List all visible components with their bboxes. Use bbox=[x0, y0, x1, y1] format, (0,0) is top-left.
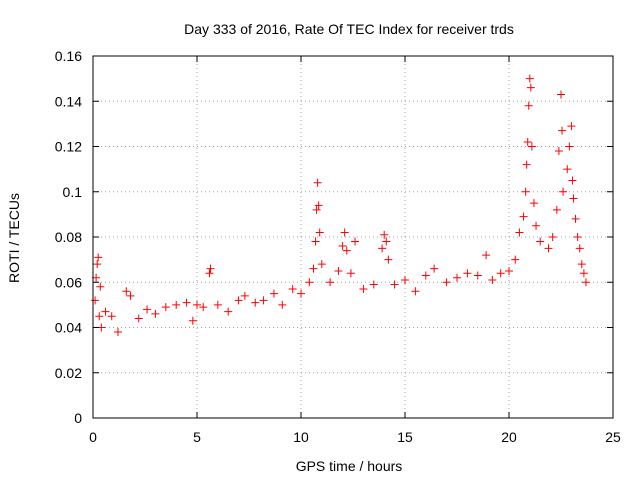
y-axis-label: ROTI / TECUs bbox=[6, 193, 22, 283]
data-points bbox=[91, 74, 590, 337]
x-tick-label: 15 bbox=[397, 429, 413, 445]
y-tick-label: 0.08 bbox=[55, 229, 82, 245]
y-tick-label: 0.16 bbox=[55, 48, 82, 64]
y-tick-label: 0.02 bbox=[55, 365, 82, 381]
chart-title: Day 333 of 2016, Rate Of TEC Index for r… bbox=[184, 21, 514, 37]
y-tick-label: 0.14 bbox=[55, 93, 82, 109]
grid-lines bbox=[93, 56, 613, 418]
y-tick-label: 0.12 bbox=[55, 139, 82, 155]
y-tick-label: 0 bbox=[74, 410, 82, 426]
y-tick-label: 0.1 bbox=[63, 184, 83, 200]
plot-frame bbox=[92, 55, 614, 419]
x-tick-label: 0 bbox=[89, 429, 97, 445]
x-tick-label: 25 bbox=[605, 429, 621, 445]
axis-ticks: 0 5 10 15 20 25 0 0.02 0.04 0.06 0.08 0.1 0.12 0.14 0.… bbox=[55, 48, 621, 445]
roti-plus-markers bbox=[91, 74, 590, 337]
y-tick-label: 0.06 bbox=[55, 274, 82, 290]
x-axis-label: GPS time / hours bbox=[296, 458, 403, 474]
x-tick-label: 10 bbox=[293, 429, 309, 445]
x-tick-label: 20 bbox=[501, 429, 517, 445]
x-tick-label: 5 bbox=[193, 429, 201, 445]
y-tick-label: 0.04 bbox=[55, 320, 82, 336]
